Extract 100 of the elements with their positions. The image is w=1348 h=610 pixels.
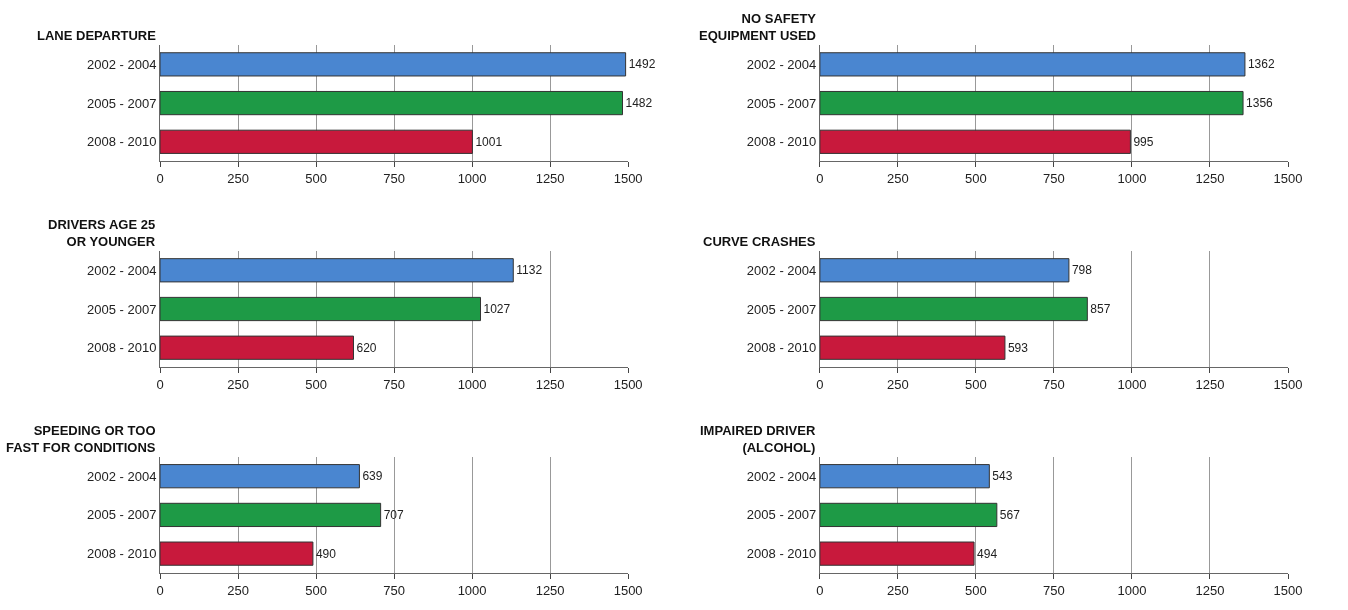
y-tick-label: 2002 - 2004 xyxy=(746,262,817,278)
x-tick-label: 500 xyxy=(305,170,327,186)
data-label: 1482 xyxy=(625,96,653,111)
data-label: 1362 xyxy=(1247,57,1275,72)
x-tick-label: 1000 xyxy=(1117,376,1147,392)
y-tick-label: 2008 - 2010 xyxy=(86,134,157,150)
data-label: 1492 xyxy=(628,57,656,72)
y-tick-label: 2005 - 2007 xyxy=(86,301,157,317)
y-tick-label: 2005 - 2007 xyxy=(746,301,817,317)
data-label: 593 xyxy=(1007,340,1029,355)
x-tick-label: 750 xyxy=(383,170,405,186)
x-tick-label: 750 xyxy=(1043,170,1065,186)
chart-title: SPEEDING OR TOO FAST FOR CONDITIONS xyxy=(6,423,156,455)
data-label: 857 xyxy=(1090,302,1111,316)
bar xyxy=(819,541,975,566)
bar xyxy=(160,52,627,77)
x-tick-label: 1500 xyxy=(613,376,643,392)
data-label: 567 xyxy=(999,507,1021,522)
bar xyxy=(819,52,1246,77)
chart-title: NO SAFETY EQUIPMENT USED xyxy=(699,11,817,43)
bar xyxy=(819,296,1088,322)
x-tick-label: 250 xyxy=(227,376,249,392)
y-tick-label: 2002 - 2004 xyxy=(86,56,157,72)
bar xyxy=(160,129,473,154)
x-tick-label: 250 xyxy=(887,582,909,598)
x-tick-label: 1500 xyxy=(613,170,643,186)
bar xyxy=(160,502,382,528)
bar xyxy=(819,90,1244,116)
y-tick-label: 2002 - 2004 xyxy=(746,468,817,484)
x-tick-label: 1250 xyxy=(1195,376,1225,392)
bar xyxy=(160,90,623,116)
data-label: 1356 xyxy=(1246,96,1274,111)
data-label: 620 xyxy=(356,340,377,355)
x-tick-label: 500 xyxy=(305,582,327,598)
x-tick-label: 1250 xyxy=(535,170,565,186)
x-tick-label: 0 xyxy=(156,376,164,392)
y-tick-label: 2008 - 2010 xyxy=(746,134,817,150)
data-label: 1001 xyxy=(475,134,503,149)
bar xyxy=(160,258,514,283)
x-tick-label: 1500 xyxy=(1273,582,1303,598)
x-tick-label: 500 xyxy=(965,170,987,186)
x-tick-label: 1500 xyxy=(1273,376,1303,392)
data-label: 543 xyxy=(992,469,1013,484)
bar xyxy=(160,541,314,566)
data-label: 798 xyxy=(1071,263,1093,278)
x-tick-label: 500 xyxy=(965,376,987,392)
x-tick-label: 250 xyxy=(227,170,249,186)
x-tick-label: 500 xyxy=(305,376,327,392)
x-tick-label: 0 xyxy=(816,582,824,598)
y-tick-label: 2008 - 2010 xyxy=(86,546,157,562)
x-tick-label: 1000 xyxy=(457,582,487,598)
x-tick-label: 1000 xyxy=(1117,582,1147,598)
x-tick-label: 1500 xyxy=(613,582,643,598)
x-tick-label: 1500 xyxy=(1273,170,1303,186)
x-tick-label: 1000 xyxy=(457,170,487,186)
chart-title: CURVE CRASHES xyxy=(703,234,816,249)
bar xyxy=(819,335,1006,360)
x-tick-label: 1000 xyxy=(457,376,487,392)
y-tick-label: 2005 - 2007 xyxy=(746,507,817,523)
y-tick-label: 2008 - 2010 xyxy=(746,546,817,562)
x-tick-label: 250 xyxy=(887,170,909,186)
data-label: 707 xyxy=(383,507,404,522)
x-tick-label: 1250 xyxy=(1195,582,1225,598)
bar xyxy=(160,335,354,360)
x-tick-label: 750 xyxy=(1043,582,1065,598)
bar xyxy=(160,296,482,322)
x-tick-label: 750 xyxy=(383,376,405,392)
bar xyxy=(819,129,1131,154)
x-tick-label: 1000 xyxy=(1117,170,1147,186)
chart-title: DRIVERS AGE 25 OR YOUNGER xyxy=(48,217,156,249)
chart-title: LANE DEPARTURE xyxy=(37,28,157,43)
y-tick-label: 2002 - 2004 xyxy=(746,56,817,72)
bar xyxy=(819,464,990,489)
data-label: 490 xyxy=(315,546,337,561)
bar xyxy=(160,464,360,489)
chart-title: IMPAIRED DRIVER (ALCOHOL) xyxy=(700,423,816,455)
data-label: 1027 xyxy=(483,302,511,316)
x-tick-label: 0 xyxy=(156,582,164,598)
y-tick-label: 2008 - 2010 xyxy=(746,340,817,356)
x-tick-label: 750 xyxy=(1043,376,1065,392)
x-tick-label: 0 xyxy=(156,170,164,186)
data-label: 1132 xyxy=(516,263,543,278)
y-tick-label: 2005 - 2007 xyxy=(86,95,157,111)
x-tick-label: 0 xyxy=(816,376,824,392)
x-tick-label: 250 xyxy=(887,376,909,392)
y-tick-label: 2002 - 2004 xyxy=(86,262,157,278)
y-tick-label: 2002 - 2004 xyxy=(86,468,157,484)
x-tick-label: 0 xyxy=(816,170,824,186)
x-tick-label: 750 xyxy=(383,582,405,598)
x-tick-label: 1250 xyxy=(1195,170,1225,186)
data-label: 494 xyxy=(977,546,998,561)
bar xyxy=(819,258,1070,283)
data-label: 639 xyxy=(362,469,383,484)
x-tick-label: 500 xyxy=(965,582,987,598)
x-tick-label: 1250 xyxy=(535,376,565,392)
bar xyxy=(819,502,998,528)
y-tick-label: 2008 - 2010 xyxy=(86,340,157,356)
data-label: 995 xyxy=(1133,134,1154,149)
x-tick-label: 250 xyxy=(227,582,249,598)
y-tick-label: 2005 - 2007 xyxy=(746,95,817,111)
